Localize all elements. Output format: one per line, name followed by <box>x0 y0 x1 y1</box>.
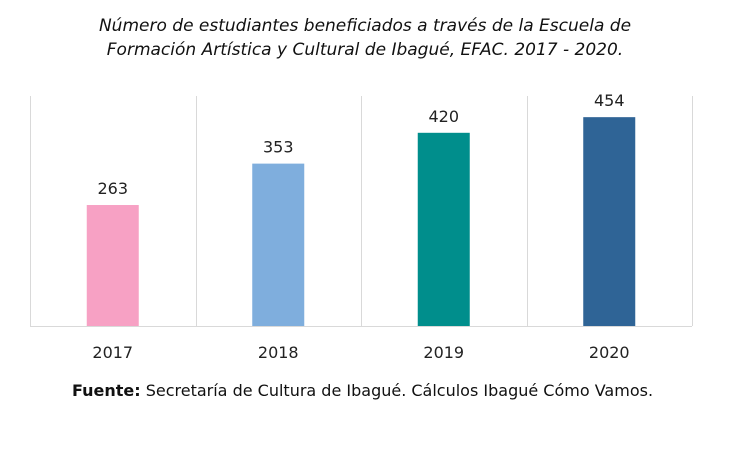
data-label-2018: 353 <box>263 138 294 157</box>
bar-2017 <box>86 205 139 326</box>
chart-title: Número de estudiantes beneficiados a tra… <box>0 14 730 62</box>
source-label: Fuente: <box>71 381 141 400</box>
x-tick-label-2017: 2017 <box>92 343 133 362</box>
x-tick-label-2019: 2019 <box>423 343 464 362</box>
chart-grid <box>30 96 693 326</box>
chart-title-line-1: Número de estudiantes beneficiados a tra… <box>98 16 632 36</box>
bar-2019 <box>417 132 470 326</box>
data-label-2017: 263 <box>97 179 128 198</box>
source-note: Fuente: Secretaría de Cultura de Ibagué.… <box>0 381 725 400</box>
bar-2020 <box>583 117 636 326</box>
x-tick-label-2018: 2018 <box>258 343 299 362</box>
chart-x-axis: 2017 2018 2019 2020 <box>30 326 692 362</box>
chart-data-labels: 263 353 420 454 <box>97 91 624 198</box>
data-label-2020: 454 <box>594 91 625 110</box>
source-text: Secretaría de Cultura de Ibagué. Cálculo… <box>140 381 654 400</box>
bar-2018 <box>252 163 305 326</box>
data-label-2019: 420 <box>428 107 459 126</box>
chart-title-line-2: Formación Artística y Cultural de Ibagué… <box>106 40 624 60</box>
x-tick-label-2020: 2020 <box>589 343 630 362</box>
chart-bars <box>86 117 636 326</box>
